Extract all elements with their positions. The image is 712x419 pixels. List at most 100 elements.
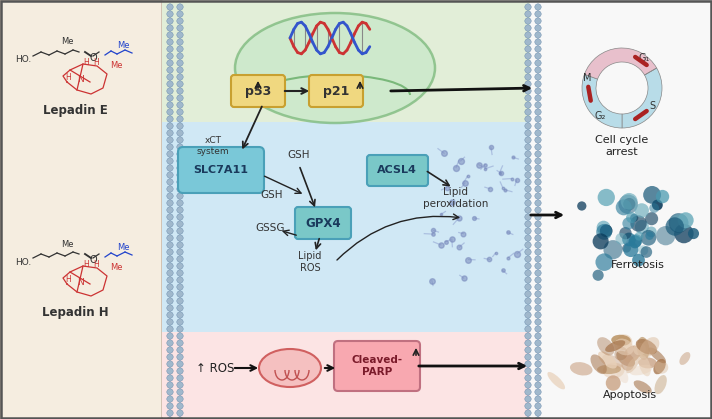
Text: N: N	[78, 277, 85, 287]
Circle shape	[525, 242, 531, 248]
Circle shape	[525, 340, 531, 346]
Circle shape	[535, 123, 541, 129]
Circle shape	[535, 116, 541, 122]
FancyBboxPatch shape	[367, 155, 428, 186]
Ellipse shape	[654, 375, 667, 394]
Circle shape	[177, 18, 183, 24]
Circle shape	[167, 361, 173, 367]
Circle shape	[535, 25, 541, 31]
Circle shape	[177, 4, 183, 10]
Circle shape	[535, 410, 541, 416]
Circle shape	[525, 214, 531, 220]
Circle shape	[525, 221, 531, 227]
Circle shape	[525, 102, 531, 108]
Circle shape	[167, 102, 173, 108]
Circle shape	[177, 123, 183, 129]
Circle shape	[167, 179, 173, 185]
Circle shape	[670, 214, 689, 232]
Circle shape	[535, 417, 541, 419]
Circle shape	[525, 4, 531, 10]
Circle shape	[177, 347, 183, 353]
Circle shape	[525, 333, 531, 339]
FancyBboxPatch shape	[334, 341, 420, 391]
Circle shape	[167, 326, 173, 332]
Circle shape	[177, 186, 183, 192]
Circle shape	[577, 202, 587, 211]
Circle shape	[167, 123, 173, 129]
Circle shape	[525, 375, 531, 381]
Circle shape	[167, 242, 173, 248]
Circle shape	[535, 333, 541, 339]
Text: GSSG: GSSG	[255, 223, 285, 233]
Circle shape	[177, 340, 183, 346]
Circle shape	[525, 361, 531, 367]
Circle shape	[177, 88, 183, 94]
Bar	[162, 122, 530, 332]
Ellipse shape	[614, 347, 627, 360]
Circle shape	[167, 74, 173, 80]
Circle shape	[177, 81, 183, 87]
Circle shape	[177, 375, 183, 381]
Circle shape	[535, 179, 541, 185]
Circle shape	[177, 221, 183, 227]
Circle shape	[167, 130, 173, 136]
Circle shape	[177, 403, 183, 409]
Text: GPX4: GPX4	[305, 217, 341, 230]
Circle shape	[167, 333, 173, 339]
Circle shape	[623, 198, 635, 210]
Circle shape	[595, 253, 613, 271]
Circle shape	[535, 81, 541, 87]
Circle shape	[177, 389, 183, 395]
FancyBboxPatch shape	[178, 147, 264, 193]
Circle shape	[177, 396, 183, 402]
Circle shape	[525, 172, 531, 178]
Circle shape	[535, 60, 541, 66]
Circle shape	[167, 389, 173, 395]
Circle shape	[167, 67, 173, 73]
Circle shape	[167, 81, 173, 87]
Circle shape	[535, 193, 541, 199]
Circle shape	[525, 382, 531, 388]
Circle shape	[177, 95, 183, 101]
Circle shape	[535, 109, 541, 115]
Circle shape	[167, 11, 173, 17]
Circle shape	[525, 39, 531, 45]
Circle shape	[525, 130, 531, 136]
Circle shape	[177, 179, 183, 185]
Circle shape	[167, 25, 173, 31]
Circle shape	[525, 179, 531, 185]
Circle shape	[525, 193, 531, 199]
Circle shape	[177, 368, 183, 374]
Circle shape	[177, 382, 183, 388]
Circle shape	[596, 224, 612, 240]
Circle shape	[535, 200, 541, 206]
Circle shape	[525, 60, 531, 66]
Text: Me: Me	[117, 41, 130, 49]
Ellipse shape	[570, 362, 592, 375]
Circle shape	[688, 228, 699, 239]
FancyBboxPatch shape	[295, 207, 351, 239]
Circle shape	[177, 137, 183, 143]
Circle shape	[525, 312, 531, 318]
Circle shape	[525, 186, 531, 192]
Circle shape	[592, 233, 609, 249]
Wedge shape	[585, 48, 656, 79]
Ellipse shape	[617, 334, 632, 350]
Circle shape	[177, 130, 183, 136]
Circle shape	[525, 116, 531, 122]
Ellipse shape	[606, 375, 621, 391]
Circle shape	[597, 221, 610, 235]
Circle shape	[177, 417, 183, 419]
Circle shape	[525, 53, 531, 59]
Circle shape	[167, 18, 173, 24]
Circle shape	[638, 246, 648, 255]
Circle shape	[632, 254, 645, 266]
Text: S: S	[649, 101, 655, 111]
Circle shape	[619, 227, 632, 239]
Circle shape	[167, 221, 173, 227]
Wedge shape	[644, 68, 656, 75]
Circle shape	[525, 319, 531, 325]
Ellipse shape	[612, 335, 631, 346]
Ellipse shape	[624, 346, 640, 363]
Ellipse shape	[639, 357, 657, 368]
